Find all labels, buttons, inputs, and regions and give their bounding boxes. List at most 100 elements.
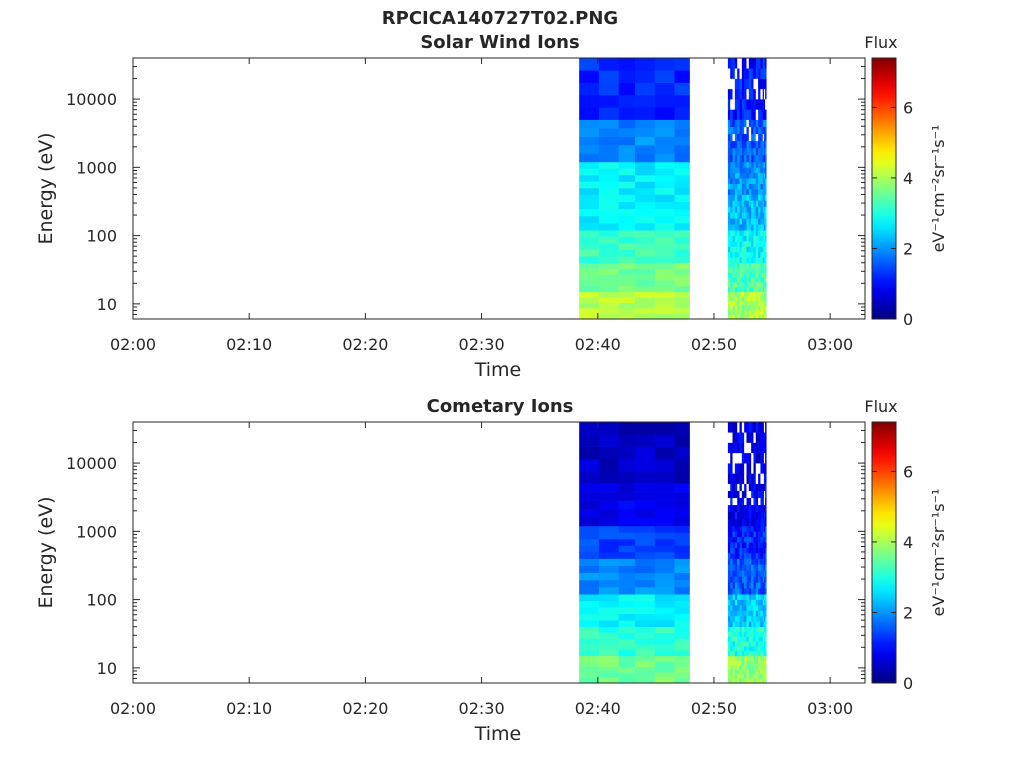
heatmap-cell xyxy=(732,257,736,264)
heatmap-cell xyxy=(762,531,765,538)
heatmap-cell xyxy=(579,208,600,217)
heatmap-cell xyxy=(755,286,759,293)
heatmap-cell xyxy=(618,168,636,176)
heatmap-cell xyxy=(674,600,690,608)
heatmap-cell xyxy=(765,109,767,120)
heatmap-cell xyxy=(748,224,752,231)
heatmap-cell xyxy=(755,200,759,207)
heatmap-cell xyxy=(762,206,765,213)
heatmap-cell xyxy=(748,610,752,617)
heatmap-cell xyxy=(753,167,757,174)
heatmap-cell xyxy=(598,492,619,501)
heatmap-cell xyxy=(674,565,690,574)
heatmap-cell xyxy=(598,274,619,281)
heatmap-cell xyxy=(739,553,743,559)
heatmap-cell xyxy=(744,161,747,168)
heatmap-cell xyxy=(734,224,738,231)
heatmap-cell xyxy=(732,267,736,273)
heatmap-cell xyxy=(763,518,766,527)
heatmap-cell xyxy=(727,161,731,168)
heatmap-cell xyxy=(741,272,745,278)
heatmap-cell xyxy=(748,58,752,69)
heatmap-cell xyxy=(762,119,765,127)
heatmap-cell xyxy=(765,490,767,499)
heatmap-cell xyxy=(765,432,767,443)
heatmap-cell xyxy=(762,291,765,297)
heatmap-cell xyxy=(730,230,733,236)
heatmap-cell xyxy=(751,305,754,311)
heatmap-cell xyxy=(744,262,747,268)
heatmap-cell xyxy=(674,620,690,628)
heatmap-cell xyxy=(654,308,675,314)
heatmap-cell xyxy=(755,655,759,661)
heatmap-cell xyxy=(727,673,731,679)
heatmap-cell xyxy=(762,490,765,499)
heatmap-cell xyxy=(734,669,738,675)
heatmap-cell xyxy=(734,576,738,583)
heatmap-cell xyxy=(751,594,754,600)
heatmap-cell xyxy=(727,78,731,90)
heatmap-cell xyxy=(727,531,731,538)
heatmap-cell xyxy=(744,305,747,311)
heatmap-cell xyxy=(674,434,690,447)
heatmap-cell xyxy=(748,504,752,513)
heatmap-cell xyxy=(579,672,600,678)
heatmap-cell xyxy=(748,646,752,652)
heatmap-cell xyxy=(746,88,750,100)
heatmap-cell xyxy=(598,161,619,169)
heatmap-cell xyxy=(734,442,738,454)
heatmap-cell xyxy=(634,274,655,281)
heatmap-cell xyxy=(634,565,655,574)
heatmap-cell xyxy=(755,291,759,297)
heatmap-cell xyxy=(748,547,752,554)
heatmap-cell xyxy=(579,613,600,621)
heatmap-cell xyxy=(763,300,766,306)
heatmap-cell xyxy=(598,594,619,602)
heatmap-cell xyxy=(727,631,731,637)
x-tick-label: 02:50 xyxy=(691,335,737,354)
heatmap-cell xyxy=(763,542,766,548)
heatmap-cell xyxy=(618,661,636,667)
heatmap-cell xyxy=(763,558,766,565)
x-axis: 02:00 02:10 02:20 02:30 02:40 02:50 03:00 xyxy=(110,422,853,718)
heatmap-cell xyxy=(618,677,636,684)
heatmap-cell xyxy=(734,277,738,283)
heatmap-cell xyxy=(634,509,655,518)
heatmap-cell xyxy=(730,610,733,617)
heatmap-cell xyxy=(734,109,738,120)
heatmap-cell xyxy=(744,172,747,179)
heatmap-cell xyxy=(634,215,655,224)
heatmap-cell xyxy=(727,473,731,484)
heatmap-cell xyxy=(758,626,761,632)
heatmap-cell xyxy=(758,669,761,675)
heatmap-cell xyxy=(674,607,690,615)
heatmap-cell xyxy=(674,136,690,146)
heatmap-cell xyxy=(734,126,738,135)
heatmap-cell xyxy=(739,109,743,120)
heatmap-cell xyxy=(727,183,731,190)
heatmap-cell xyxy=(753,655,757,661)
heatmap-cell xyxy=(762,646,765,652)
heatmap-cell xyxy=(598,286,619,293)
heatmap-cell xyxy=(727,422,731,433)
heatmap-cell xyxy=(765,296,767,302)
heatmap-cell xyxy=(618,655,636,662)
heatmap-cell xyxy=(765,483,767,491)
heatmap-cell xyxy=(654,128,675,137)
heatmap-cell xyxy=(634,174,655,182)
heatmap-cell xyxy=(753,230,757,236)
heatmap-cell xyxy=(741,518,745,527)
heatmap-cell xyxy=(760,291,764,297)
heatmap-cell xyxy=(748,576,752,583)
heatmap-cell xyxy=(762,536,765,543)
heatmap-cell xyxy=(727,664,731,670)
heatmap-cell xyxy=(654,280,675,287)
heatmap-cell xyxy=(763,140,766,149)
heatmap-cell xyxy=(748,626,752,632)
heatmap-cell xyxy=(727,553,731,559)
heatmap-cell xyxy=(734,655,738,661)
heatmap-cell xyxy=(748,664,752,670)
heatmap-cell xyxy=(746,272,750,278)
heatmap-cell xyxy=(732,525,736,532)
heatmap-cell xyxy=(634,194,655,202)
